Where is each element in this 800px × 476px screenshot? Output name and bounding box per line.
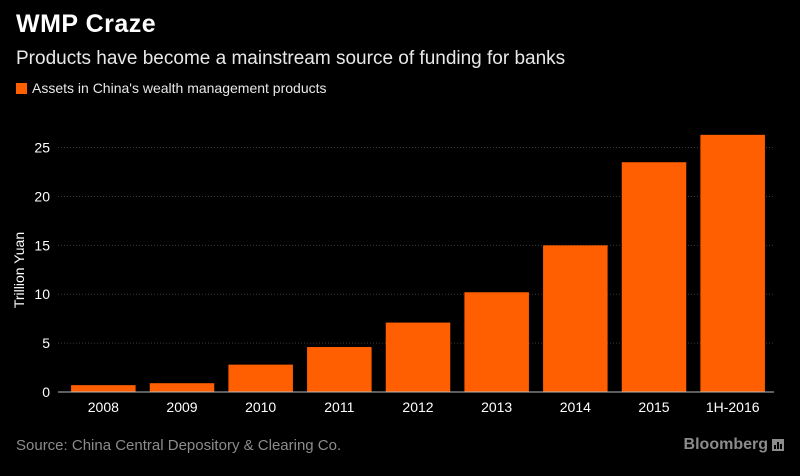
bar-2010 — [228, 364, 293, 392]
bar-1H-2016 — [700, 134, 765, 392]
x-tick-label: 2012 — [402, 399, 433, 415]
y-tick-label: 0 — [42, 384, 50, 400]
x-tick-label: 1H-2016 — [706, 399, 760, 415]
x-tick-label: 2008 — [88, 399, 119, 415]
bloomberg-logo: Bloomberg — [684, 436, 784, 454]
source-note: Source: China Central Depository & Clear… — [16, 437, 342, 454]
y-tick-label: 25 — [34, 140, 50, 156]
legend: Assets in China's wealth management prod… — [16, 80, 327, 96]
x-tick-label: 2013 — [481, 399, 512, 415]
bar-2014 — [543, 245, 608, 392]
x-tick-labels: 2008 2009 2010 2011 2012 2013 2014 2015 1H-2016 — [88, 399, 760, 415]
chart-icon — [772, 439, 784, 451]
x-tick-label: 2011 — [324, 399, 354, 415]
y-tick-label: 5 — [42, 335, 50, 351]
y-tick-label: 15 — [34, 237, 50, 253]
bar-2013 — [464, 292, 529, 392]
x-tick-label: 2009 — [166, 399, 197, 415]
bar-2009 — [149, 383, 215, 392]
legend-label: Assets in China's wealth management prod… — [32, 80, 327, 96]
bar-2008 — [71, 385, 136, 392]
y-tick-label: 10 — [34, 286, 50, 302]
x-tick-label: 2014 — [560, 399, 591, 415]
x-tick-label: 2015 — [638, 399, 669, 415]
y-tick-labels: 0 5 10 15 20 25 — [34, 140, 50, 400]
legend-swatch — [16, 82, 27, 94]
bar-2015 — [621, 162, 687, 392]
chart-subtitle: Products have become a mainstream source… — [16, 48, 566, 69]
x-tick-label: 2010 — [245, 399, 276, 415]
y-tick-label: 20 — [34, 188, 50, 204]
bar-2011 — [307, 347, 372, 392]
bar-2012 — [385, 322, 451, 392]
bars — [71, 134, 765, 392]
brand-name: Bloomberg — [683, 436, 768, 453]
y-axis-label: Trillion Yuan — [11, 232, 27, 308]
chart-title: WMP Craze — [16, 10, 157, 38]
